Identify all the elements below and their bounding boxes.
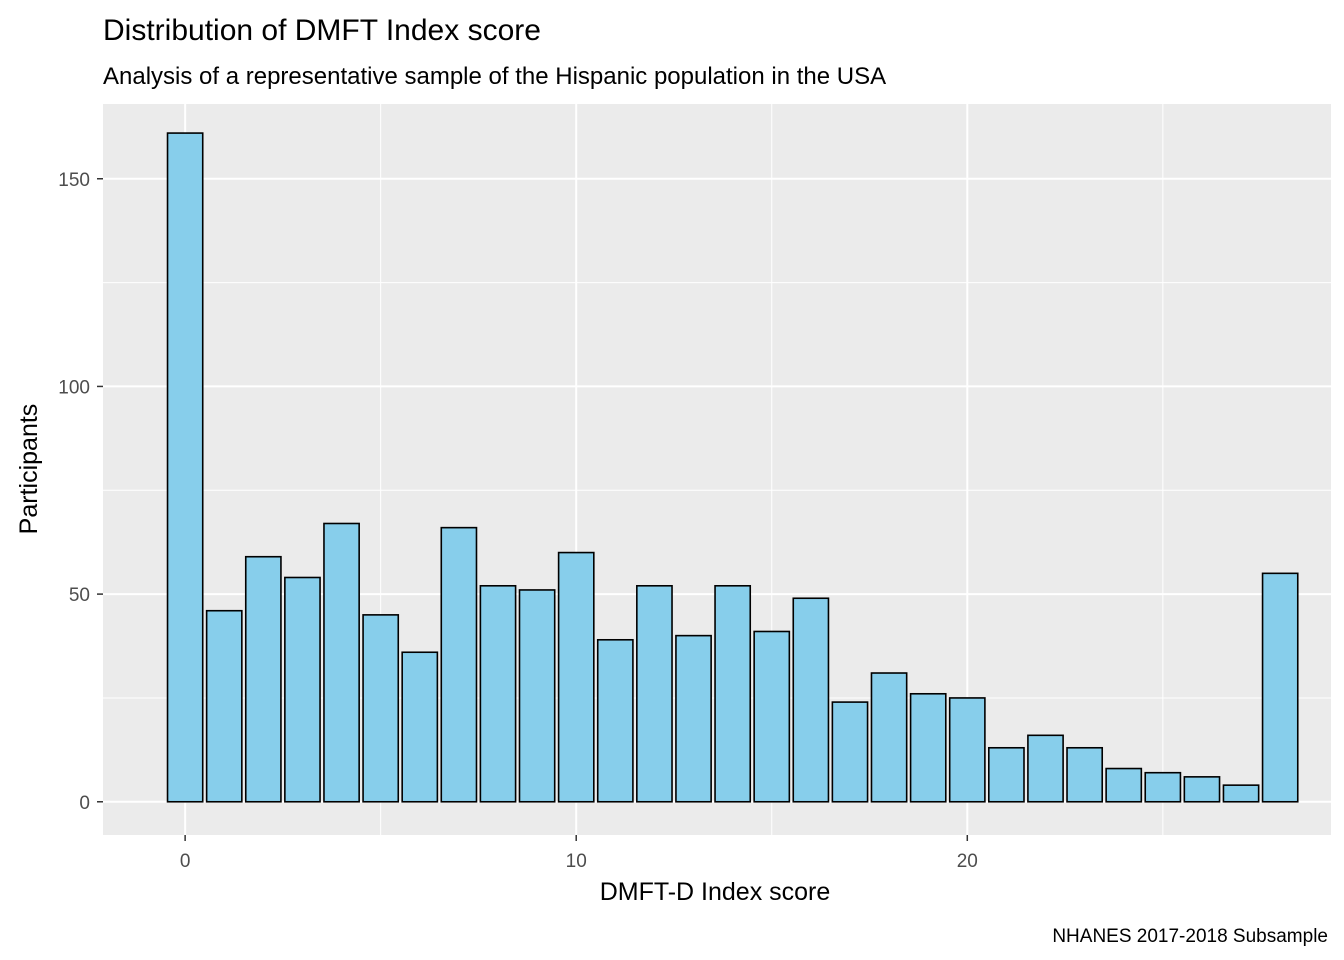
bar-score-13 xyxy=(675,634,712,803)
bar-score-3 xyxy=(284,576,321,803)
y-axis-title: Participants xyxy=(15,404,43,535)
bar-score-6 xyxy=(401,651,439,803)
bar-score-11 xyxy=(596,638,634,803)
bar-score-12 xyxy=(636,584,673,803)
y-tick-label: 100 xyxy=(58,377,90,398)
y-tick-label: 150 xyxy=(58,170,90,191)
bar-score-23 xyxy=(1066,746,1104,803)
bar-score-17 xyxy=(831,701,869,803)
x-tick-label: 10 xyxy=(566,851,587,872)
bar-score-24 xyxy=(1105,767,1143,803)
bar-score-4 xyxy=(323,522,360,803)
chart-title: Distribution of DMFT Index score xyxy=(103,14,541,47)
bars-group xyxy=(166,132,1299,803)
bar-score-27 xyxy=(1222,784,1260,803)
bar-score-0 xyxy=(166,132,204,803)
bar-score-28 xyxy=(1261,572,1299,803)
x-tick-label: 20 xyxy=(957,851,978,872)
bar-score-7 xyxy=(440,526,478,803)
chart-caption: NHANES 2017-2018 Subsample xyxy=(1052,926,1328,947)
chart-subtitle: Analysis of a representative sample of t… xyxy=(103,63,886,90)
x-axis-title: DMFT-D Index score xyxy=(600,878,831,906)
bar-score-2 xyxy=(244,555,282,803)
bar-score-25 xyxy=(1144,771,1182,803)
bar-score-18 xyxy=(870,672,908,803)
x-axis: 0 10 20 xyxy=(180,835,978,872)
bar-score-14 xyxy=(714,584,752,803)
bar-score-1 xyxy=(205,609,243,803)
x-tick-label: 0 xyxy=(180,851,191,872)
bar-score-21 xyxy=(988,746,1025,803)
bar-score-16 xyxy=(792,597,830,803)
bar-score-20 xyxy=(948,697,986,803)
y-tick-label: 0 xyxy=(79,793,90,814)
bar-score-5 xyxy=(362,614,400,803)
bar-score-9 xyxy=(518,589,556,803)
bar-score-15 xyxy=(753,630,791,803)
bar-score-8 xyxy=(479,584,517,803)
bar-score-19 xyxy=(909,692,947,803)
bar-score-26 xyxy=(1183,776,1221,803)
y-tick-label: 50 xyxy=(69,585,90,606)
bar-score-22 xyxy=(1027,734,1064,803)
y-axis: 0 50 100 150 xyxy=(58,170,103,814)
bar-score-10 xyxy=(557,551,595,803)
